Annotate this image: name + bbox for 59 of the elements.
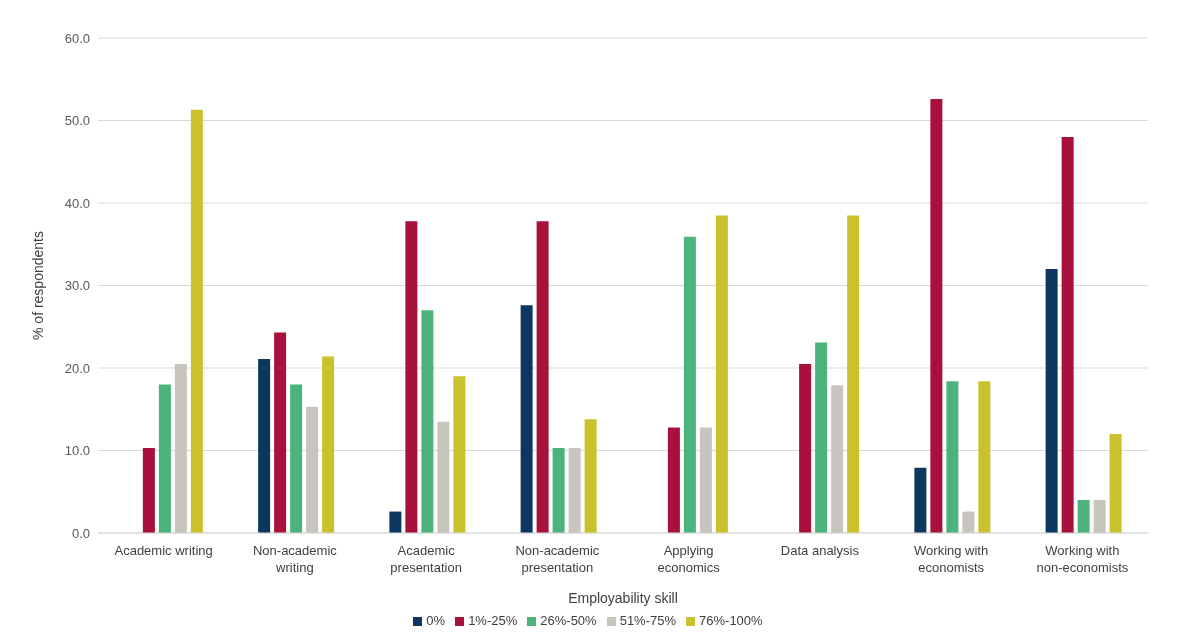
bar: [437, 421, 450, 533]
bar: [667, 427, 680, 533]
bar: [258, 358, 271, 533]
bar: [1077, 500, 1090, 533]
bar: [306, 406, 319, 533]
bar: [405, 221, 418, 533]
y-tick-label: 10.0: [64, 443, 90, 459]
bar: [699, 427, 712, 533]
bar: [1109, 434, 1122, 533]
x-tick-label: Non-academic writing: [252, 543, 338, 575]
y-axis-title: % of respondents: [29, 231, 46, 340]
bar: [683, 236, 696, 533]
bar: [847, 215, 860, 533]
y-tick-label: 0.0: [71, 525, 90, 541]
x-tick-label: Working with non-economists: [1036, 543, 1129, 575]
bar: [174, 363, 187, 533]
x-tick-label: Working with economists: [914, 543, 989, 575]
bar: [799, 363, 812, 533]
x-tick-label: Applying economics: [657, 543, 721, 575]
bar: [914, 467, 927, 533]
bar: [421, 310, 434, 533]
bar: [930, 99, 943, 533]
y-tick-label: 50.0: [64, 113, 90, 129]
x-axis-title: Employability skill: [568, 590, 678, 606]
legend-label: 51%-75%: [619, 613, 677, 628]
x-tick-label: Non-academic presentation: [515, 543, 600, 575]
bar: [536, 221, 549, 533]
x-tick-label: Data analysis: [780, 543, 860, 558]
bar: [1045, 269, 1058, 533]
y-tick-label: 40.0: [64, 195, 90, 211]
bar: [1061, 137, 1074, 533]
bar: [584, 419, 597, 533]
legend-label: 0%: [426, 613, 446, 628]
y-tick-label: 30.0: [64, 278, 90, 294]
bar: [1093, 500, 1106, 533]
bar: [962, 511, 975, 533]
bar: [831, 385, 844, 533]
legend-label: 1%-25%: [468, 613, 518, 628]
bar: [322, 356, 335, 533]
x-tick-label: Academic presentation: [390, 543, 462, 575]
legend-label: 76%-100%: [699, 613, 763, 628]
bar: [453, 376, 466, 533]
bar: [274, 332, 287, 533]
bar: [552, 448, 565, 533]
bar: [815, 342, 828, 533]
bar: [142, 448, 155, 533]
bar: [520, 305, 533, 533]
bar: [190, 109, 203, 533]
bar: [568, 448, 581, 533]
bar: [978, 381, 991, 533]
bar: [946, 381, 959, 533]
bar: [290, 384, 303, 533]
x-tick-label: Academic writing: [114, 543, 213, 558]
legend-label: 26%-50%: [540, 613, 597, 628]
bar: [158, 384, 171, 533]
bar: [389, 511, 402, 533]
y-tick-label: 20.0: [64, 360, 90, 376]
y-tick-label: 60.0: [64, 30, 90, 46]
bar: [715, 215, 728, 533]
